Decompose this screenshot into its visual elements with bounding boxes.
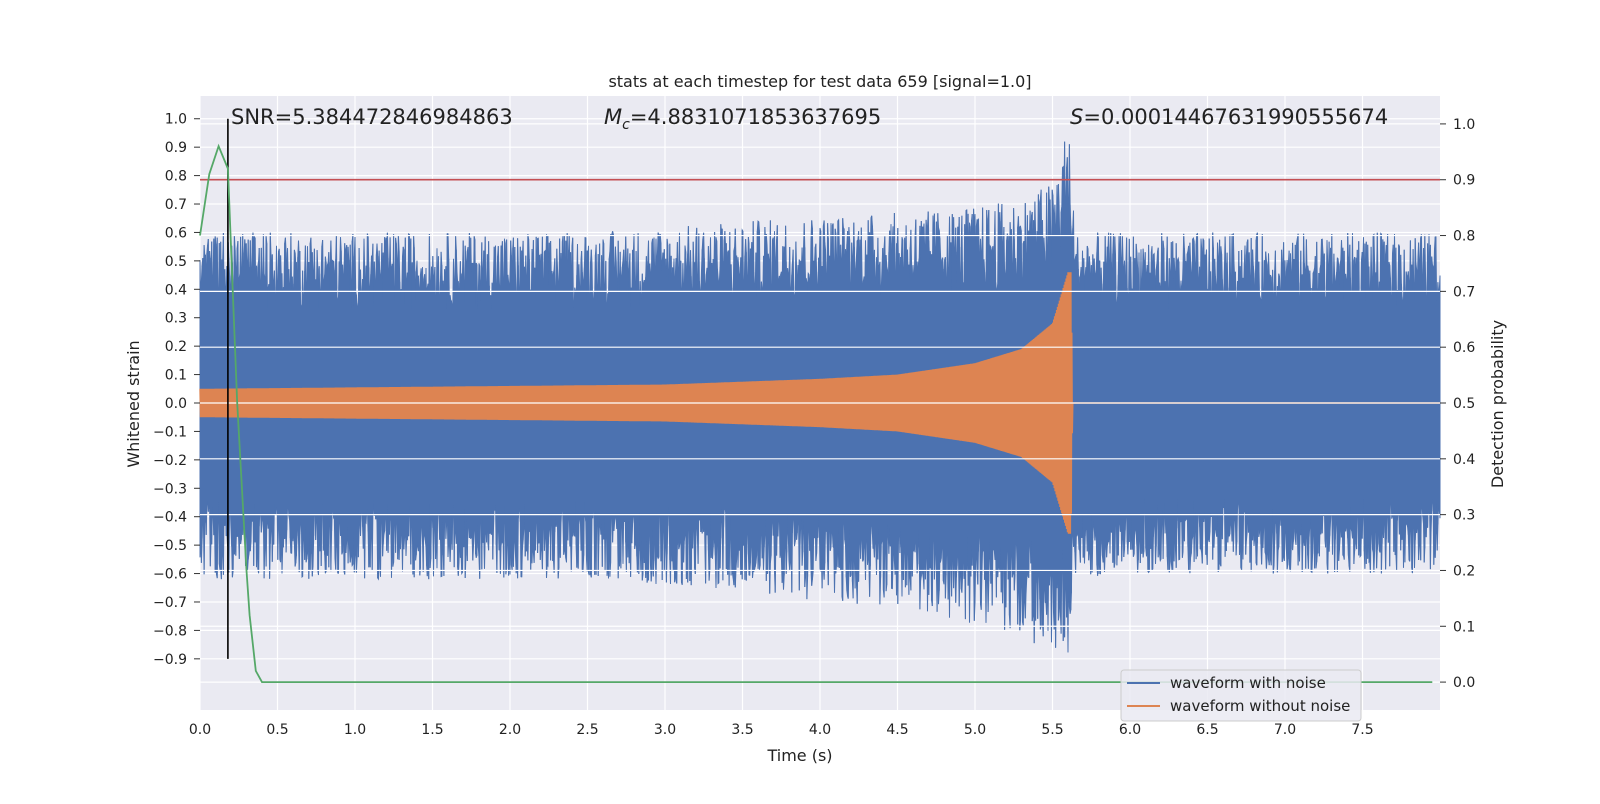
y2-tick-label: 0.1 xyxy=(1453,619,1475,635)
y-tick-label: 0.5 xyxy=(165,254,187,270)
x-tick-label: 2.0 xyxy=(499,722,521,738)
x-tick-label: 0.5 xyxy=(266,722,288,738)
x-tick-label: 3.0 xyxy=(654,722,676,738)
chirp-mass-annotation: Mc=4.8831071853637695 xyxy=(604,105,881,133)
x-tick-label: 5.5 xyxy=(1041,722,1063,738)
detection-probability-line xyxy=(199,143,1433,683)
s-annotation: S=0.00014467631990555674 xyxy=(1070,105,1388,129)
y-tick-label: −0.3 xyxy=(153,481,187,497)
x-tick-label: 7.5 xyxy=(1351,722,1373,738)
s-value: =0.00014467631990555674 xyxy=(1083,105,1388,129)
y-tick-label: 1.0 xyxy=(165,112,187,128)
y-tick-label: 0.0 xyxy=(165,396,187,412)
y-tick-label: 0.2 xyxy=(165,339,187,355)
y2-tick-label: 0.2 xyxy=(1453,563,1475,579)
y-axis-ticks: 1.0 0.9 0.8 0.7 0.6 0.5 0.4 0.3 0.2 0.1 0.0 −0.1 −0.… xyxy=(153,112,200,668)
chirp-mass-value: =4.8831071853637695 xyxy=(630,105,881,129)
y2-tick-label: 0.6 xyxy=(1453,340,1475,356)
y2-tick-label: 1.0 xyxy=(1453,117,1475,133)
y2-tick-label: 0.0 xyxy=(1453,675,1475,691)
legend-box xyxy=(1120,669,1362,722)
x-tick-label: 7.0 xyxy=(1274,722,1296,738)
chirp-mass-symbol: M xyxy=(604,105,622,129)
x-tick-label: 1.0 xyxy=(344,722,366,738)
y2-axis-label: Detection probability xyxy=(1488,320,1507,488)
y-tick-label: −0.9 xyxy=(153,652,187,668)
legend-label-waveform-with-noise: waveform with noise xyxy=(1170,674,1326,692)
y-tick-label: 0.1 xyxy=(165,368,187,384)
y2-tick-label: 0.7 xyxy=(1453,284,1475,300)
chirp-mass-subscript: c xyxy=(622,117,630,133)
x-tick-label: 1.5 xyxy=(421,722,443,738)
x-tick-label: 6.0 xyxy=(1119,722,1141,738)
y-tick-label: −0.2 xyxy=(153,453,187,469)
x-tick-label: 4.5 xyxy=(886,722,908,738)
chart-title: stats at each timestep for test data 659… xyxy=(608,72,1031,91)
x-tick-label: 6.5 xyxy=(1196,722,1218,738)
y-tick-label: −0.4 xyxy=(153,510,187,526)
s-symbol: S xyxy=(1070,105,1083,129)
x-axis-label: Time (s) xyxy=(766,746,832,765)
y-tick-label: −0.8 xyxy=(153,623,187,639)
snr-annotation: SNR=5.384472846984863 xyxy=(231,105,513,129)
x-tick-label: 2.5 xyxy=(576,722,598,738)
y-tick-label: −0.6 xyxy=(153,567,187,583)
y-tick-label: 0.9 xyxy=(165,140,187,156)
y2-tick-label: 0.8 xyxy=(1453,229,1475,245)
y-tick-label: −0.1 xyxy=(153,424,187,440)
legend: waveform with noise waveform without noi… xyxy=(1120,669,1362,722)
y-tick-label: 0.8 xyxy=(165,169,187,185)
y-tick-label: 0.7 xyxy=(165,197,187,213)
y-tick-label: 0.3 xyxy=(165,311,187,327)
y2-tick-label: 0.4 xyxy=(1453,452,1475,468)
x-axis-ticks: 0.0 0.5 1.0 1.5 2.0 2.5 3.0 3.5 4.0 4.5 5.0 5.5 6.0 6… xyxy=(189,722,1374,738)
x-tick-label: 0.0 xyxy=(189,722,211,738)
y-tick-label: 0.6 xyxy=(165,225,187,241)
y-axis-label: Whitened strain xyxy=(124,340,143,467)
y-tick-label: 0.4 xyxy=(165,282,187,298)
y-tick-label: −0.7 xyxy=(153,595,187,611)
x-tick-label: 5.0 xyxy=(964,722,986,738)
x-tick-label: 4.0 xyxy=(809,722,831,738)
y2-tick-label: 0.9 xyxy=(1453,173,1475,189)
y2-tick-label: 0.5 xyxy=(1453,396,1475,412)
legend-label-waveform-without-noise: waveform without noise xyxy=(1170,697,1350,715)
y-tick-label: −0.5 xyxy=(153,538,187,554)
y2-tick-label: 0.3 xyxy=(1453,508,1475,524)
x-tick-label: 3.5 xyxy=(731,722,753,738)
y2-axis-ticks: 1.0 0.9 0.8 0.7 0.6 0.5 0.4 0.3 0.2 0.1 0.0 xyxy=(1440,117,1475,691)
